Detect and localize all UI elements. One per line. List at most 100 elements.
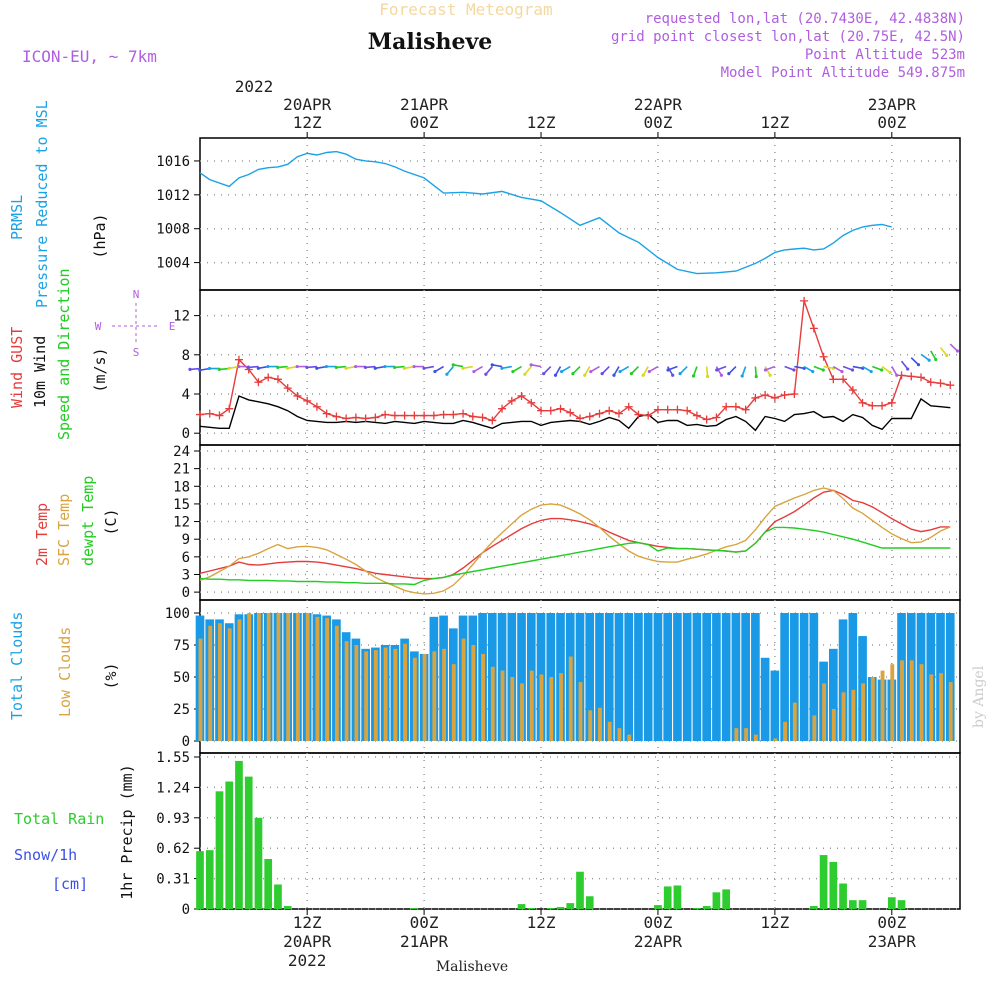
total-cloud-bar — [848, 613, 858, 741]
wind-dir-arrow — [524, 366, 532, 375]
wind-dir-arrowhead — [715, 368, 719, 372]
precip-bar — [663, 886, 672, 909]
pressure-label-2: Pressure Reduced to MSL — [33, 100, 51, 308]
wind-dir-arrow — [930, 350, 937, 360]
low-cloud-bar — [831, 709, 836, 741]
precip-bar — [673, 885, 682, 909]
wind-dir-arrowhead — [629, 372, 633, 376]
wind-dir-arrowhead — [869, 369, 873, 374]
low-cloud-bar — [861, 683, 865, 741]
top-hour-label: 00Z — [877, 113, 906, 132]
wind-dir-arrow — [679, 365, 688, 375]
wind-dir-arrow — [728, 365, 737, 375]
wind-dir-arrowhead — [422, 366, 426, 370]
wind-dir-arrowhead — [472, 369, 476, 374]
precip-bar — [566, 903, 575, 909]
wind-dir-arrowhead — [792, 368, 796, 372]
low-cloud-bar — [851, 689, 856, 741]
wind-dir-arrowhead — [583, 373, 587, 377]
wind-dir-arrowhead — [511, 369, 515, 374]
watermark: by Angel — [971, 665, 987, 728]
gust-marker — [488, 416, 497, 425]
gust-marker — [322, 409, 331, 418]
pressure-ytick-label: 1004 — [156, 256, 190, 272]
clouds-ytick-label: 0 — [182, 734, 190, 750]
wind-ytick-label: 8 — [182, 348, 190, 364]
compass-n: N — [133, 288, 140, 301]
wind-dir-arrow — [584, 366, 591, 376]
wind-dir-arrowhead — [542, 372, 546, 376]
gust-marker — [225, 404, 234, 413]
bottom-hour-label: 00Z — [877, 913, 906, 932]
temp-label-2m: 2m Temp — [33, 503, 51, 566]
precip-ytick-label: 1.55 — [156, 750, 190, 766]
wind-dir-arrowhead — [402, 366, 407, 370]
wind-dir-arrowhead — [727, 372, 731, 376]
precip-bar — [858, 900, 867, 909]
wind-dir-arrowhead — [198, 368, 202, 372]
wind-dir-arrowhead — [666, 368, 670, 372]
total-cloud-bar — [731, 613, 741, 741]
data-layer — [188, 150, 960, 909]
gust-marker — [478, 413, 487, 422]
precip-bar — [264, 858, 273, 909]
gust-marker — [917, 373, 926, 382]
wind-dir-arrowhead — [529, 363, 533, 367]
top-date-label: 20APR — [283, 95, 332, 114]
wind-dir-arrow — [832, 365, 843, 373]
temp-label-sfc: SFC Temp — [55, 494, 73, 566]
wind-dir-arrow — [554, 366, 562, 376]
gust-marker — [371, 413, 380, 422]
chart-subtitle: Forecast Meteogram — [379, 0, 552, 19]
clouds-ytick-label: 50 — [173, 670, 190, 686]
gust-marker — [819, 352, 828, 361]
wind-dir-arrow — [531, 364, 542, 368]
wind-dir-arrow — [572, 365, 581, 375]
low-cloud-bar — [617, 728, 622, 741]
precip-bar — [887, 897, 896, 909]
precip-bar — [556, 907, 565, 909]
gust-marker — [449, 410, 458, 419]
gust-marker — [351, 413, 360, 422]
wind-dir-arrowhead — [927, 358, 931, 362]
gust-marker — [429, 411, 438, 420]
wind-dir-arrowhead — [445, 372, 449, 376]
low-cloud-bar — [948, 682, 953, 741]
precip-bar — [410, 908, 419, 909]
wind-dir-arrow — [189, 367, 201, 371]
low-cloud-bar — [247, 613, 252, 741]
low-cloud-bar — [305, 613, 310, 741]
wind-dir-arrowhead — [188, 367, 192, 371]
precip-bar — [702, 906, 711, 909]
total-cloud-bar — [799, 613, 809, 741]
compass-w: W — [95, 320, 102, 333]
top-hour-label: 00Z — [410, 113, 439, 132]
wind-dir-arrow — [813, 365, 824, 371]
low-cloud-bar — [364, 651, 369, 741]
wind-dir-arrowhead — [285, 366, 290, 370]
total-cloud-bar — [809, 613, 819, 741]
low-cloud-bar — [841, 692, 846, 741]
low-cloud-bar — [383, 647, 388, 741]
gust-marker — [702, 415, 711, 424]
wind-dir-arrow — [306, 365, 317, 369]
wind-dir-arrow — [920, 353, 930, 361]
gust-marker — [848, 386, 857, 395]
wind-dir-arrow — [365, 365, 376, 369]
wind-dir-arrowhead — [217, 367, 221, 371]
wind-unit: (m/s) — [91, 347, 109, 392]
low-cloud-bar — [315, 616, 320, 741]
top-hour-label: 00Z — [643, 113, 672, 132]
wind-dir-arrowhead — [880, 368, 884, 372]
low-cloud-bar — [812, 715, 817, 741]
wind-dir-arrowhead — [553, 373, 558, 377]
wind-dir-arrow — [543, 365, 552, 375]
low-cloud-bar — [432, 651, 437, 741]
wind-dir-arrow — [692, 366, 698, 377]
low-cloud-bar — [403, 643, 408, 741]
gust-marker — [517, 391, 526, 400]
wind-dir-arrow — [473, 365, 483, 373]
info-line-3: Point Altitude 523m — [805, 47, 965, 63]
precip-bar — [654, 905, 662, 909]
wind-dir-arrow — [666, 366, 674, 376]
